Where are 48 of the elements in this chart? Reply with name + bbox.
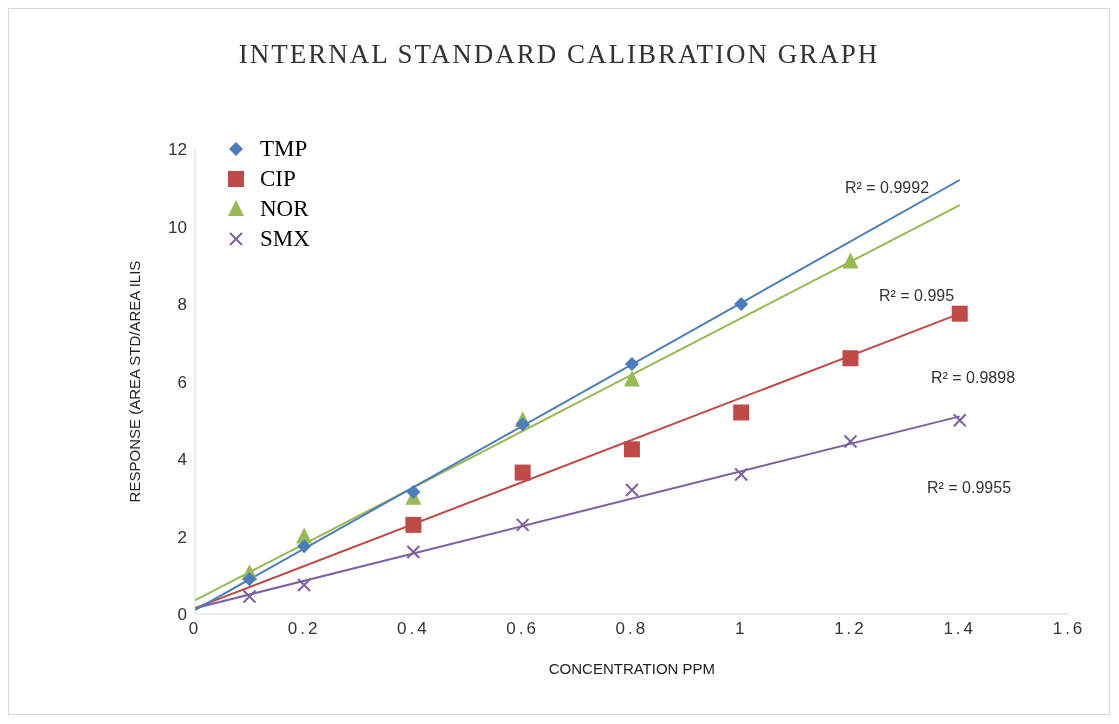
x-tick-label: 0.8 — [615, 619, 649, 639]
x-tick-label: 1.2 — [834, 619, 867, 639]
legend-label: TMP — [260, 135, 308, 163]
point — [624, 483, 639, 497]
y-tick-label: 2 — [177, 527, 187, 547]
legend-label: NOR — [260, 195, 309, 223]
point — [297, 539, 312, 554]
legend-label: CIP — [260, 165, 296, 193]
x-tick-label: 1.4 — [943, 619, 977, 639]
point — [515, 517, 530, 532]
point — [842, 252, 859, 269]
y-axis-title: RESPONSE (AREA STD/AREA ILIS — [126, 260, 144, 503]
point — [297, 577, 312, 592]
y-tick-label: 4 — [177, 450, 187, 470]
y-tick-label: 8 — [177, 295, 187, 315]
point — [406, 545, 421, 559]
point — [242, 572, 257, 587]
point — [842, 350, 859, 367]
x-tick-label: 0.4 — [397, 619, 430, 639]
point — [951, 305, 968, 322]
point — [734, 467, 749, 482]
point — [624, 357, 639, 372]
y-tick-label: 12 — [167, 140, 187, 160]
point — [734, 297, 749, 311]
point — [843, 434, 858, 449]
x-tick-label: 1 — [734, 619, 748, 639]
annotation: R² = 0.9955 — [927, 479, 1012, 497]
y-tick-label: 0 — [177, 605, 187, 625]
x-tick-label: 0.2 — [287, 619, 321, 639]
point — [242, 589, 257, 604]
x-tick-label: 0.6 — [506, 619, 539, 639]
point — [515, 417, 530, 432]
annotation: R² = 0.995 — [879, 287, 955, 305]
point — [733, 404, 750, 421]
point — [952, 413, 967, 428]
point — [623, 441, 640, 458]
x-tick-label: 1.6 — [1052, 619, 1086, 639]
legend-label: SMX — [260, 225, 310, 253]
annotation: R² = 0.9992 — [845, 179, 930, 197]
point — [514, 464, 531, 481]
point — [406, 484, 421, 499]
annotation: R² = 0.9898 — [931, 369, 1016, 387]
point — [405, 516, 422, 533]
x-axis-title: CONCENTRATION PPM — [548, 660, 716, 677]
y-tick-label: 6 — [177, 372, 187, 392]
y-tick-label: 10 — [167, 217, 187, 237]
point — [623, 370, 640, 387]
chart-title: INTERNAL STANDARD CALIBRATION GRAPH — [237, 39, 881, 70]
